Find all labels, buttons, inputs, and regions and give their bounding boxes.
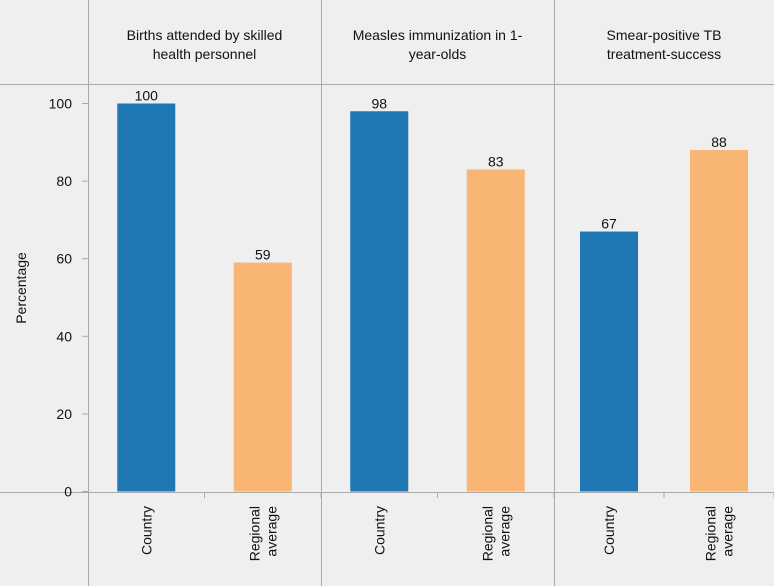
bar-value-label: 100 xyxy=(135,88,159,104)
x-category-label: average xyxy=(263,506,279,557)
bar xyxy=(117,103,176,492)
bar-value-label: 67 xyxy=(601,216,617,232)
panel-title: health personnel xyxy=(153,46,257,62)
x-category-label-group: Country xyxy=(371,506,387,555)
x-category-label: Country xyxy=(601,506,617,555)
x-category-label: Regional xyxy=(246,506,262,561)
x-category-label-group: Regional average xyxy=(479,506,512,561)
panel-category-background xyxy=(88,492,321,586)
panel-header-background xyxy=(321,0,554,84)
x-category-label: average xyxy=(496,506,512,557)
y-axis-title: Percentage xyxy=(13,252,29,324)
x-category-label-group: Country xyxy=(138,506,154,555)
corner-background xyxy=(0,0,88,84)
bar xyxy=(580,231,638,492)
bar-value-label: 59 xyxy=(255,247,271,263)
y-tick-label: 100 xyxy=(49,96,73,112)
x-category-label: Country xyxy=(371,506,387,555)
bar xyxy=(690,150,748,492)
x-category-label-group: Regional average xyxy=(246,506,279,561)
y-tick-label: 40 xyxy=(56,328,72,344)
panel-header-background xyxy=(554,0,774,84)
x-category-label-group: Regional average xyxy=(703,506,736,561)
bar xyxy=(350,111,409,492)
bar-marks xyxy=(117,103,748,492)
y-tick-label: 80 xyxy=(56,173,72,189)
bar-value-label: 98 xyxy=(371,95,387,111)
panel-title: Smear-positive TB xyxy=(607,27,722,43)
x-category-label-group: Country xyxy=(601,506,617,555)
bar xyxy=(233,262,292,492)
panel-title: year-olds xyxy=(409,46,467,62)
panel-title: Births attended by skilled xyxy=(127,27,283,43)
y-axis-background xyxy=(0,84,88,492)
y-tick-label: 0 xyxy=(64,484,72,500)
panel-header-background xyxy=(88,0,321,84)
x-category-label: average xyxy=(720,506,736,557)
y-tick-label: 20 xyxy=(56,406,72,422)
panel-title: treatment-success xyxy=(607,46,721,62)
x-category-label: Regional xyxy=(703,506,719,561)
chart-text: 0 20 40 60 80 100 Births attended by skilled he… xyxy=(49,27,736,561)
y-tick-label: 60 xyxy=(56,251,72,267)
x-category-label: Country xyxy=(138,506,154,555)
corner-background xyxy=(0,492,88,586)
panel-title: Measles immunization in 1- xyxy=(353,27,523,43)
x-category-label: Regional xyxy=(479,506,495,561)
panel-category-background xyxy=(321,492,554,586)
bar-value-label: 83 xyxy=(488,153,504,169)
bar xyxy=(466,169,525,492)
panel-category-background xyxy=(554,492,774,586)
bar-value-label: 88 xyxy=(711,134,727,150)
